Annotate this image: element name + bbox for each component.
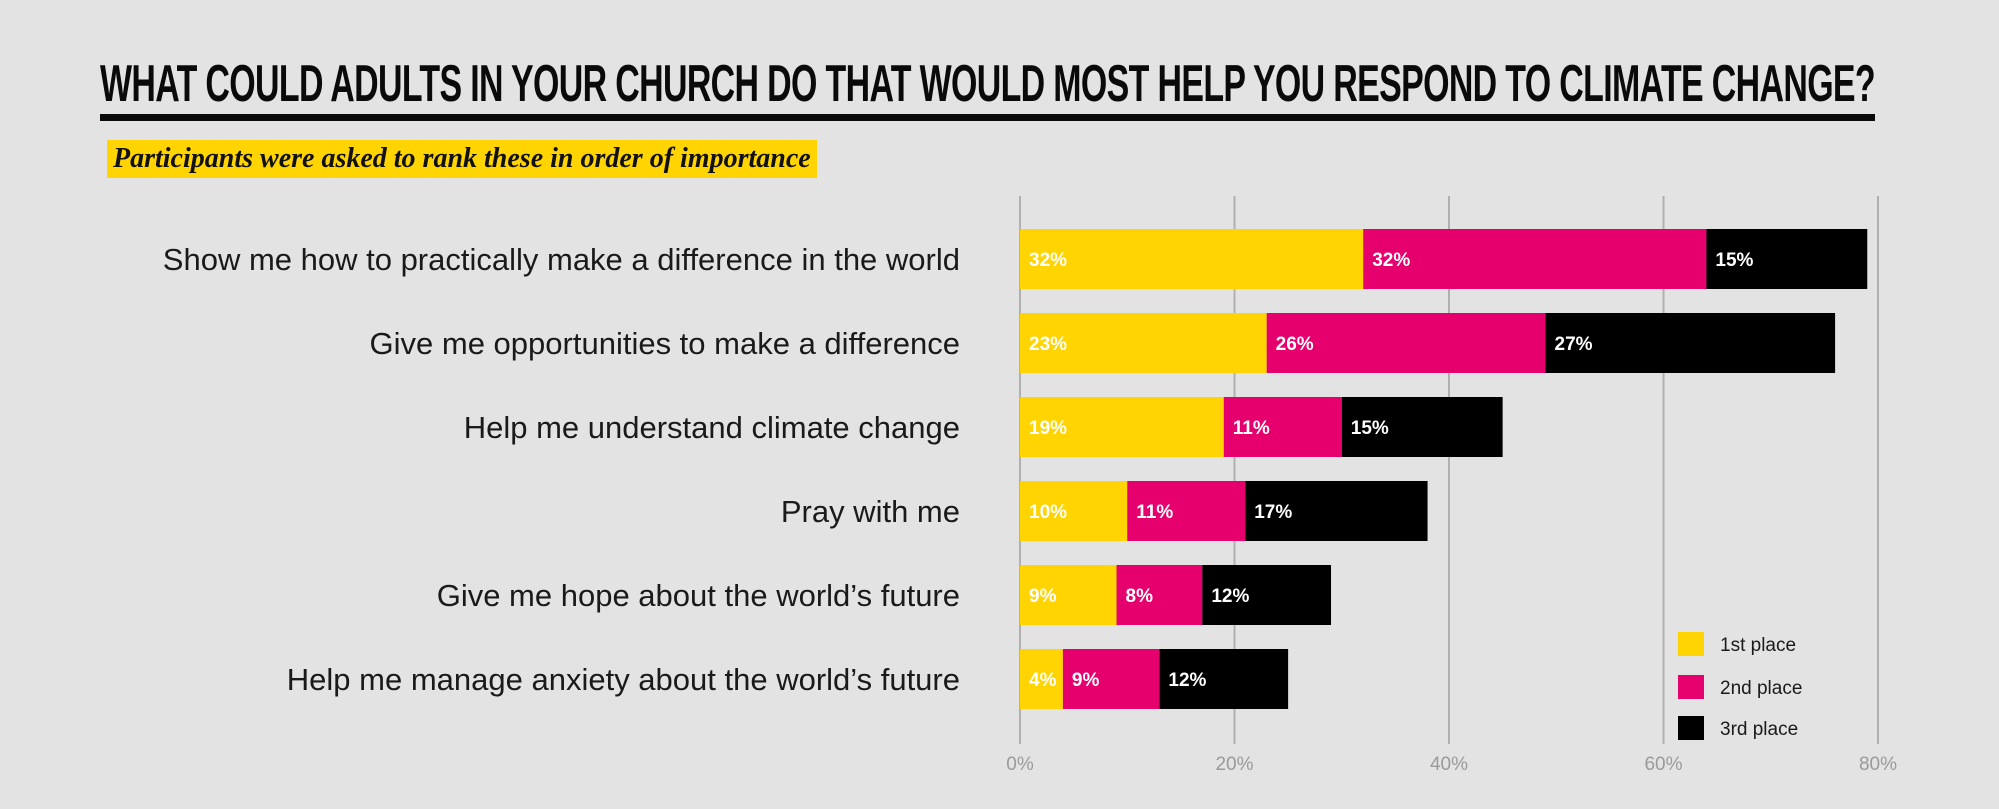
bar-segment-3 xyxy=(1159,649,1289,709)
bar-segment-1 xyxy=(1020,481,1128,541)
legend-swatch-1 xyxy=(1678,632,1704,656)
bar-value-label: 8% xyxy=(1126,586,1154,607)
bar-value-label: 23% xyxy=(1029,334,1067,355)
bar-value-label: 32% xyxy=(1029,250,1067,271)
bar-value-label: 9% xyxy=(1072,670,1100,691)
bar-segment-1 xyxy=(1020,229,1364,289)
x-tick-label: 40% xyxy=(1430,754,1468,775)
bar-segment-3 xyxy=(1706,229,1868,289)
bar-value-label: 26% xyxy=(1276,334,1314,355)
bar-segment-2 xyxy=(1223,397,1342,457)
x-tick-label: 20% xyxy=(1215,754,1253,775)
category-label: Give me opportunities to make a differen… xyxy=(370,326,960,361)
x-tick-label: 60% xyxy=(1644,754,1682,775)
bar-segment-1 xyxy=(1020,565,1117,625)
bar-segment-2 xyxy=(1062,649,1160,709)
category-label: Give me hope about the world’s future xyxy=(437,578,960,613)
bar-segment-2 xyxy=(1127,481,1246,541)
category-label: Help me manage anxiety about the world’s… xyxy=(287,662,960,697)
bar-value-label: 11% xyxy=(1233,418,1270,439)
bar-segment-1 xyxy=(1020,397,1224,457)
bar-segment-3 xyxy=(1245,481,1428,541)
bar-value-label: 15% xyxy=(1351,418,1389,439)
bar-value-label: 12% xyxy=(1168,670,1206,691)
bar-segment-3 xyxy=(1202,565,1332,625)
bar-value-label: 15% xyxy=(1715,250,1753,271)
bar-segment-1 xyxy=(1020,313,1267,373)
category-label: Pray with me xyxy=(781,494,960,529)
bar-value-label: 4% xyxy=(1029,670,1057,691)
legend-swatch-2 xyxy=(1678,675,1704,699)
bar-value-label: 27% xyxy=(1555,334,1593,355)
chart-title: WHAT COULD ADULTS IN YOUR CHURCH DO THAT… xyxy=(100,55,1875,113)
bar-segment-1 xyxy=(1020,649,1063,709)
bar-value-label: 9% xyxy=(1029,586,1057,607)
bar-segment-2 xyxy=(1266,313,1546,373)
category-label: Show me how to practically make a differ… xyxy=(163,242,960,277)
bar-segment-3 xyxy=(1341,397,1503,457)
bar-value-label: 19% xyxy=(1029,418,1067,439)
bar-value-label: 11% xyxy=(1136,502,1173,523)
bar-value-label: 10% xyxy=(1029,502,1067,523)
bar-segment-3 xyxy=(1545,313,1836,373)
bar-segment-2 xyxy=(1116,565,1203,625)
x-tick-label: 80% xyxy=(1859,754,1897,775)
title-underline xyxy=(100,114,1875,121)
legend-swatch-3 xyxy=(1678,716,1704,740)
legend-label: 2nd place xyxy=(1720,678,1802,699)
legend-label: 1st place xyxy=(1720,635,1796,656)
bar-value-label: 17% xyxy=(1254,502,1292,523)
chart-subtitle: Participants were asked to rank these in… xyxy=(107,140,817,178)
bar-value-label: 12% xyxy=(1211,586,1249,607)
category-label: Help me understand climate change xyxy=(464,410,960,445)
bar-value-label: 32% xyxy=(1372,250,1410,271)
bar-segment-2 xyxy=(1363,229,1707,289)
legend-label: 3rd place xyxy=(1720,719,1798,740)
x-tick-label: 0% xyxy=(1006,754,1034,775)
